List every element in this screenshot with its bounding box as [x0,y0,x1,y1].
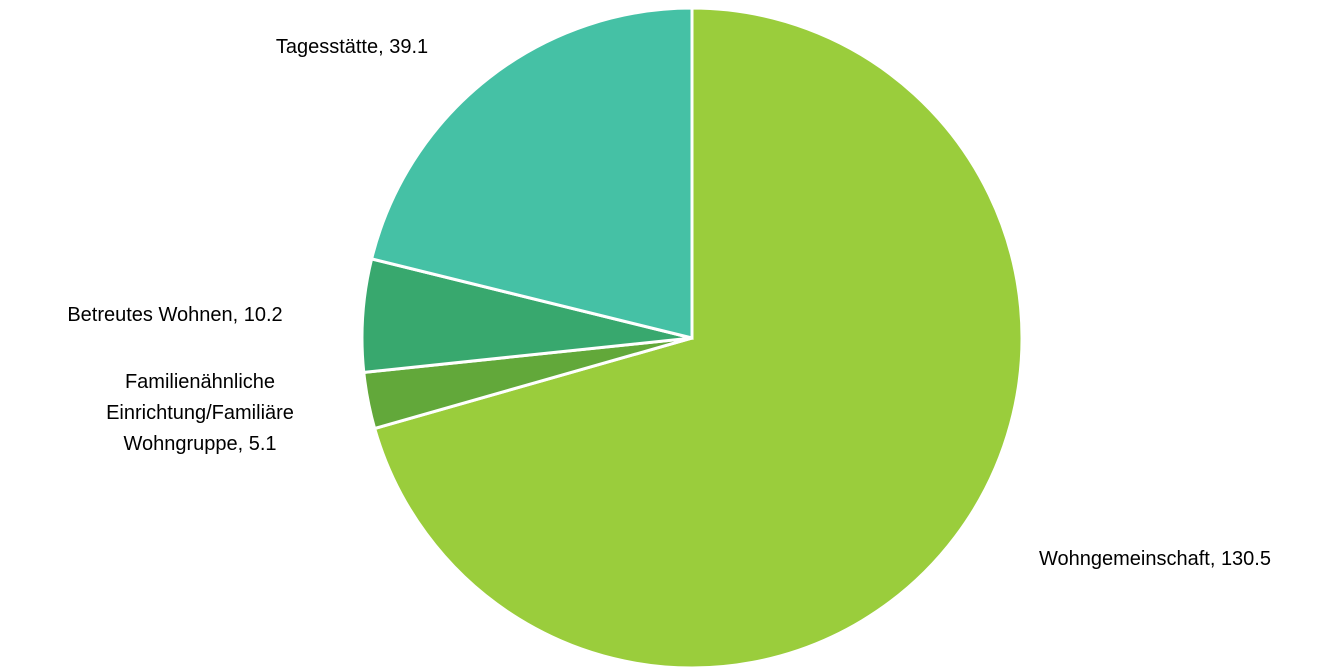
data-label: Wohngemeinschaft, 130.5 [1039,548,1271,570]
pie-slice [369,6,694,340]
data-label-line: Wohngruppe, 5.1 [123,433,276,455]
data-label-line: Familienähnliche [125,371,275,393]
data-label-line: Betreutes Wohnen, 10.2 [67,304,282,326]
data-label: Betreutes Wohnen, 10.2 [67,304,282,326]
data-label-line: Einrichtung/Familiäre [106,402,294,424]
pie-slice [372,6,1024,667]
data-label-line: Tagesstätte, 39.1 [276,36,428,58]
data-label: Familienähnliche Einrichtung/Familiäre Woh… [106,371,294,455]
data-label-line: Wohngemeinschaft, 130.5 [1039,548,1271,570]
data-label: Tagesstätte, 39.1 [276,36,428,58]
